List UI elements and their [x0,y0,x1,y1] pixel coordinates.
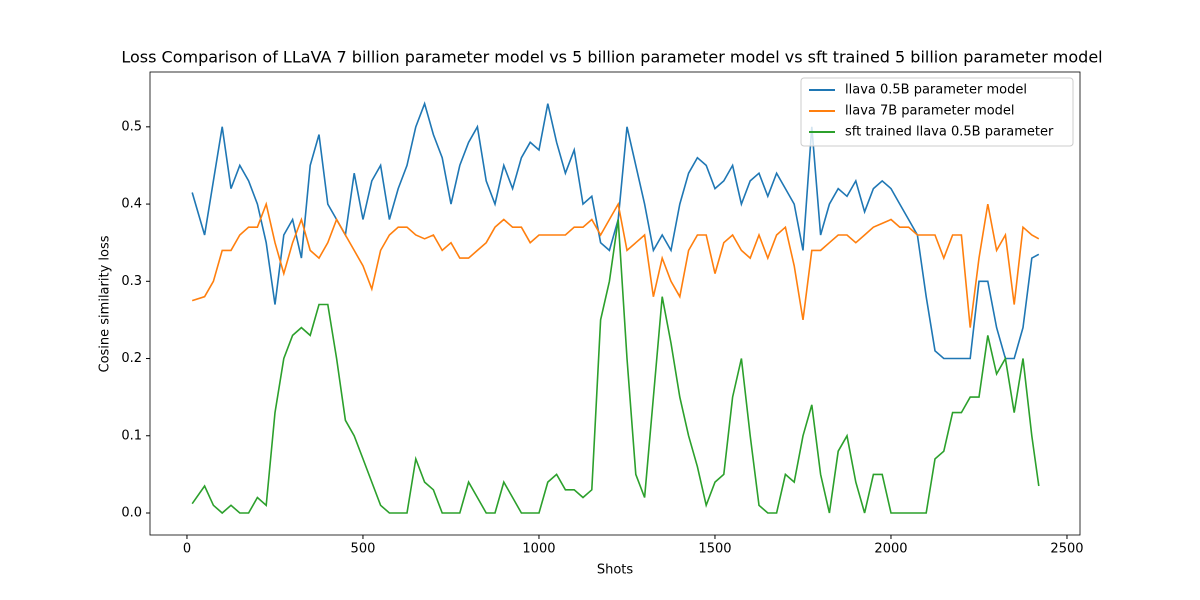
plot-frame [149,71,1081,536]
line-series [191,219,1040,515]
legend-box [800,77,1074,147]
x-tick-label: 1000 [522,542,555,557]
x-tick-label: 2500 [1050,542,1083,557]
line-series [191,201,1040,328]
legend-label: llava 0.5B parameter model [845,83,1027,98]
y-tick-label: 0.1 [121,428,142,443]
legend-label: llava 7B parameter model [845,104,1015,119]
x-tick-label: 500 [351,542,376,557]
y-tick-label: 0.3 [121,274,142,289]
chart-title: Loss Comparison of LLaVA 7 billion param… [121,48,1102,67]
x-tick-label: 1500 [698,542,731,557]
y-tick-label: 0.2 [121,351,142,366]
y-tick-label: 0.0 [121,505,142,520]
y-axis-label: Cosine similarity loss [98,235,113,372]
y-tick-label: 0.4 [121,197,142,212]
x-tick-label: 0 [183,542,191,557]
x-tick-label: 2000 [874,542,907,557]
legend-label: sft trained llava 0.5B parameter [845,125,1054,140]
y-tick-label: 0.5 [121,119,142,134]
x-axis-label: Shots [597,563,634,578]
